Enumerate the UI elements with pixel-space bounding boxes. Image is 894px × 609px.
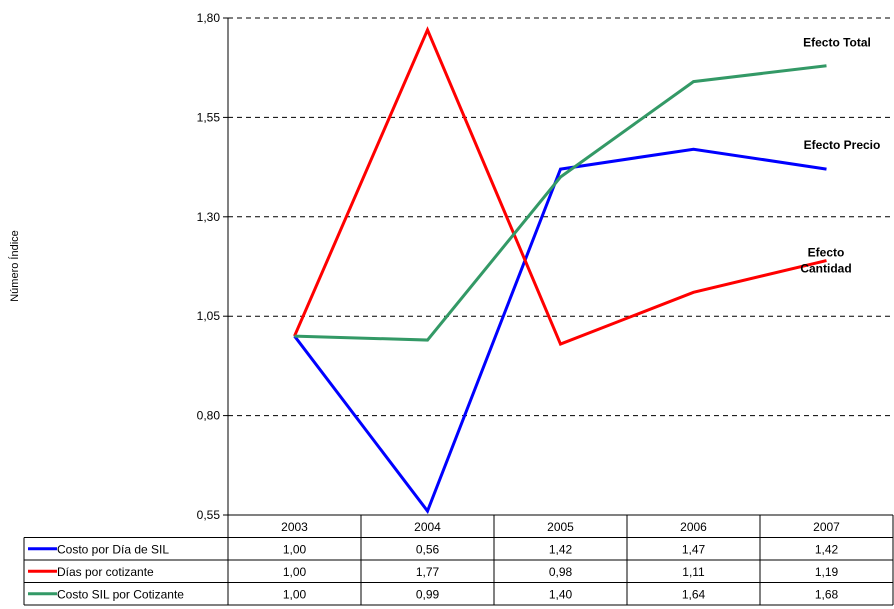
legend-label: Días por cotizante	[57, 565, 154, 579]
x-category-label: 2003	[281, 520, 308, 534]
table-cell-value: 1,11	[682, 565, 705, 579]
annotation-label: Cantidad	[800, 262, 851, 276]
x-category-label: 2005	[547, 520, 574, 534]
table-cell-value: 1,19	[815, 565, 839, 579]
annotation-label: Efecto Total	[803, 36, 871, 50]
series-lines	[293, 26, 827, 515]
y-tick-label: 1,55	[197, 110, 221, 124]
x-category-label: 2004	[414, 520, 441, 534]
table-cell-value: 0,99	[416, 587, 440, 601]
x-category-label: 2006	[680, 520, 707, 534]
series-line	[293, 26, 827, 346]
table-cell-value: 1,64	[682, 587, 706, 601]
y-tick-label: 1,05	[197, 309, 221, 323]
annotation-label: Efecto Precio	[804, 138, 881, 152]
annotation-label: Efecto	[808, 246, 845, 260]
table-cell-value: 1,00	[283, 565, 307, 579]
grid-lines	[228, 17, 893, 417]
table-cell-value: 1,00	[283, 542, 307, 556]
table-cell-value: 0,98	[549, 565, 573, 579]
legend-label: Costo SIL por Cotizante	[57, 587, 184, 601]
table-cell-value: 1,42	[815, 542, 839, 556]
annotations: Efecto Total Efecto Precio Efecto Cantidad	[800, 36, 880, 276]
data-table: 2003 2004 2005 2006 2007 Costo por Día de SIL…	[23, 514, 894, 606]
y-tick-label: 0,55	[197, 508, 221, 522]
x-category-label: 2007	[813, 520, 840, 534]
y-tick-labels: 0,55 0,80 1,05 1,30 1,55 1,80	[197, 11, 228, 522]
y-tick-label: 1,80	[197, 11, 221, 25]
series-line	[293, 147, 827, 515]
table-cell-value: 1,42	[549, 542, 573, 556]
table-cell-value: 0,56	[416, 542, 440, 556]
y-tick-label: 0,80	[197, 409, 221, 423]
legend-label: Costo por Día de SIL	[57, 542, 169, 556]
table-cell-value: 1,00	[283, 587, 307, 601]
table-cell-value: 1,77	[416, 565, 440, 579]
y-axis-label: Número Índice	[8, 230, 21, 302]
y-tick-label: 1,30	[197, 210, 221, 224]
table-cell-value: 1,40	[549, 587, 573, 601]
series-line	[294, 64, 827, 342]
table-cell-value: 1,47	[682, 542, 706, 556]
table-cell-value: 1,68	[815, 587, 839, 601]
